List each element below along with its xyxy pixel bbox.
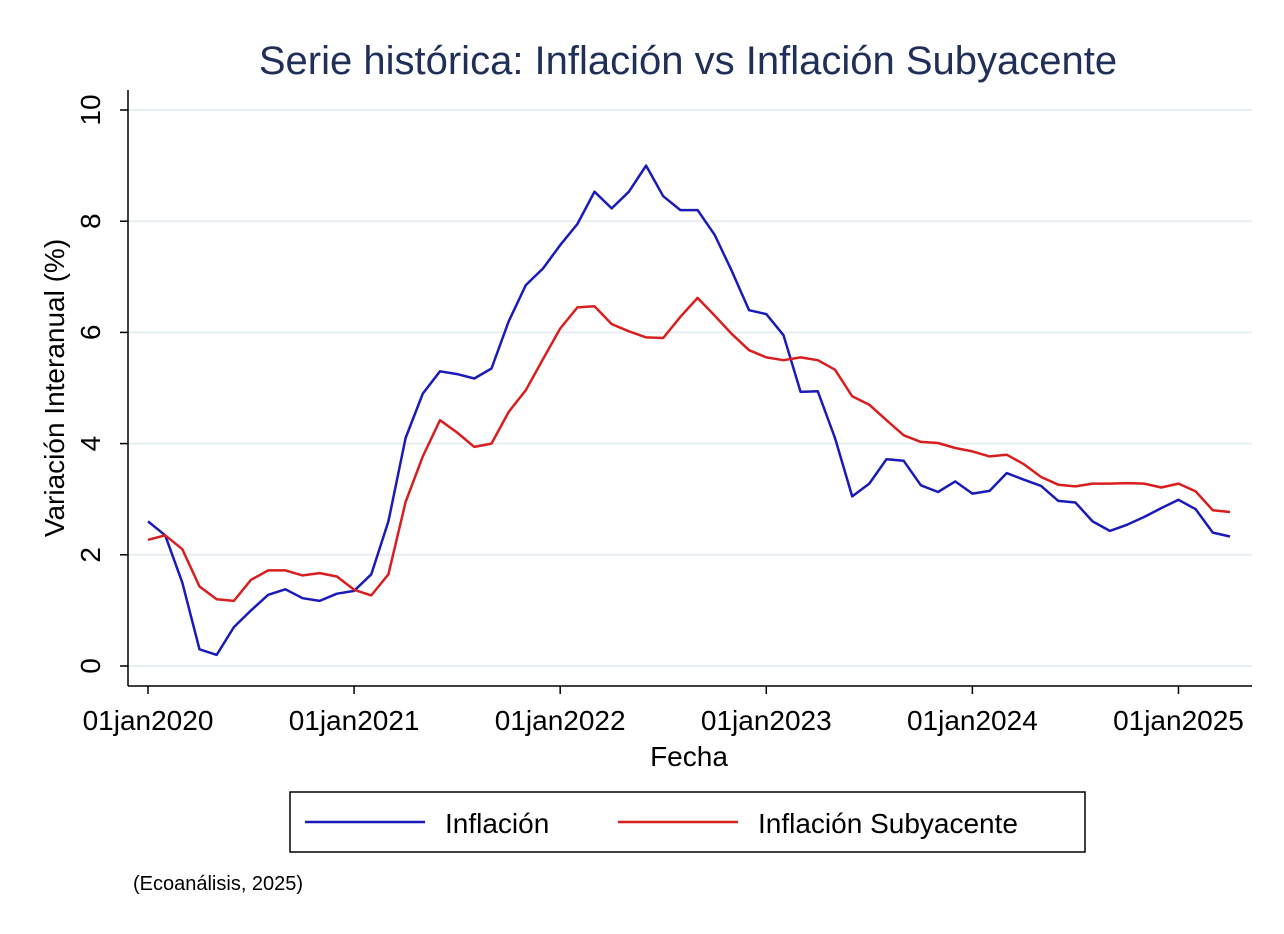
x-tick-label-01jan2021: 01jan2021 [289, 705, 420, 736]
legend-label-inflacion: Inflación [445, 808, 549, 839]
grid-lines [128, 109, 1252, 667]
axes: 0 2 4 6 8 10 01jan2020 01jan2021 01jan2022 01jan2… [75, 90, 1252, 736]
x-tick-label-01jan2025: 01jan2025 [1113, 705, 1244, 736]
series-line-inflacion-subyacente [147, 296, 1231, 603]
y-axis-title: Variación Interanual (%) [39, 239, 70, 537]
legend-label-inflacion-subyacente: Inflación Subyacente [758, 808, 1018, 839]
y-tick-label-6: 6 [75, 325, 106, 341]
y-tick-label-0: 0 [75, 658, 106, 674]
y-tick-label-10: 10 [75, 94, 106, 125]
legend: Inflación Inflación Subyacente [289, 791, 1086, 853]
y-tick-label-2: 2 [75, 547, 106, 563]
x-tick-label-01jan2022: 01jan2022 [495, 705, 626, 736]
source-note: (Ecoanálisis, 2025) [133, 873, 303, 895]
x-tick-label-01jan2023: 01jan2023 [701, 705, 832, 736]
x-axis-title: Fecha [650, 741, 728, 772]
x-tick-label-01jan2024: 01jan2024 [907, 705, 1038, 736]
y-tick-label-4: 4 [75, 436, 106, 452]
series-lines [147, 164, 1231, 657]
y-tick-label-8: 8 [75, 213, 106, 229]
series-line-inflacion [147, 164, 1231, 657]
chart-title: Serie histórica: Inflación vs Inflación … [259, 39, 1117, 83]
x-tick-label-01jan2020: 01jan2020 [83, 705, 214, 736]
